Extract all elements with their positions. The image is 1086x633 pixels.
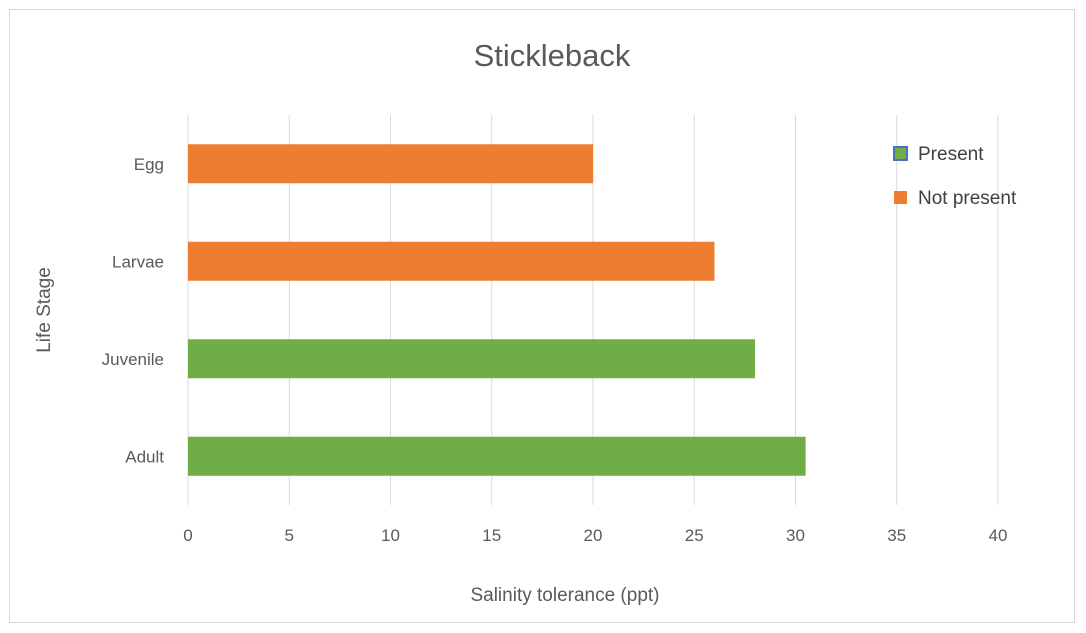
- y-tick-label: Larvae: [112, 252, 164, 271]
- x-tick-label: 25: [685, 526, 704, 545]
- x-tick-label: 35: [887, 526, 906, 545]
- x-tick-label: 10: [381, 526, 400, 545]
- x-tick-label: 20: [584, 526, 603, 545]
- legend-label: Not present: [918, 188, 1017, 209]
- x-tick-labels: 0 5 10 15 20 25 30 35 40: [183, 526, 1007, 545]
- legend-swatch-present: [893, 146, 908, 161]
- x-tick-label: 15: [482, 526, 501, 545]
- bar-egg: [188, 144, 593, 184]
- y-tick-labels: Egg Larvae Juvenile Adult: [102, 155, 165, 467]
- bar-adult: [188, 436, 806, 476]
- legend-swatch-not-present: [894, 191, 907, 204]
- x-tick-label: 0: [183, 526, 192, 545]
- x-tick-label: 5: [285, 526, 294, 545]
- chart-frame: [9, 9, 1075, 623]
- y-tick-label: Juvenile: [102, 350, 164, 369]
- y-axis-title: Life Stage: [34, 267, 55, 353]
- x-tick-label: 30: [786, 526, 805, 545]
- bar-juvenile: [188, 339, 755, 379]
- legend-label: Present: [918, 144, 984, 165]
- x-axis-title: Salinity tolerance (ppt): [470, 585, 659, 606]
- y-tick-label: Egg: [134, 155, 164, 174]
- legend: Present Not present: [893, 144, 1017, 209]
- bar-larvae: [188, 241, 715, 281]
- x-tick-label: 40: [989, 526, 1008, 545]
- bars: [188, 144, 806, 476]
- chart-title: Stickleback: [474, 38, 631, 73]
- y-tick-label: Adult: [125, 447, 164, 466]
